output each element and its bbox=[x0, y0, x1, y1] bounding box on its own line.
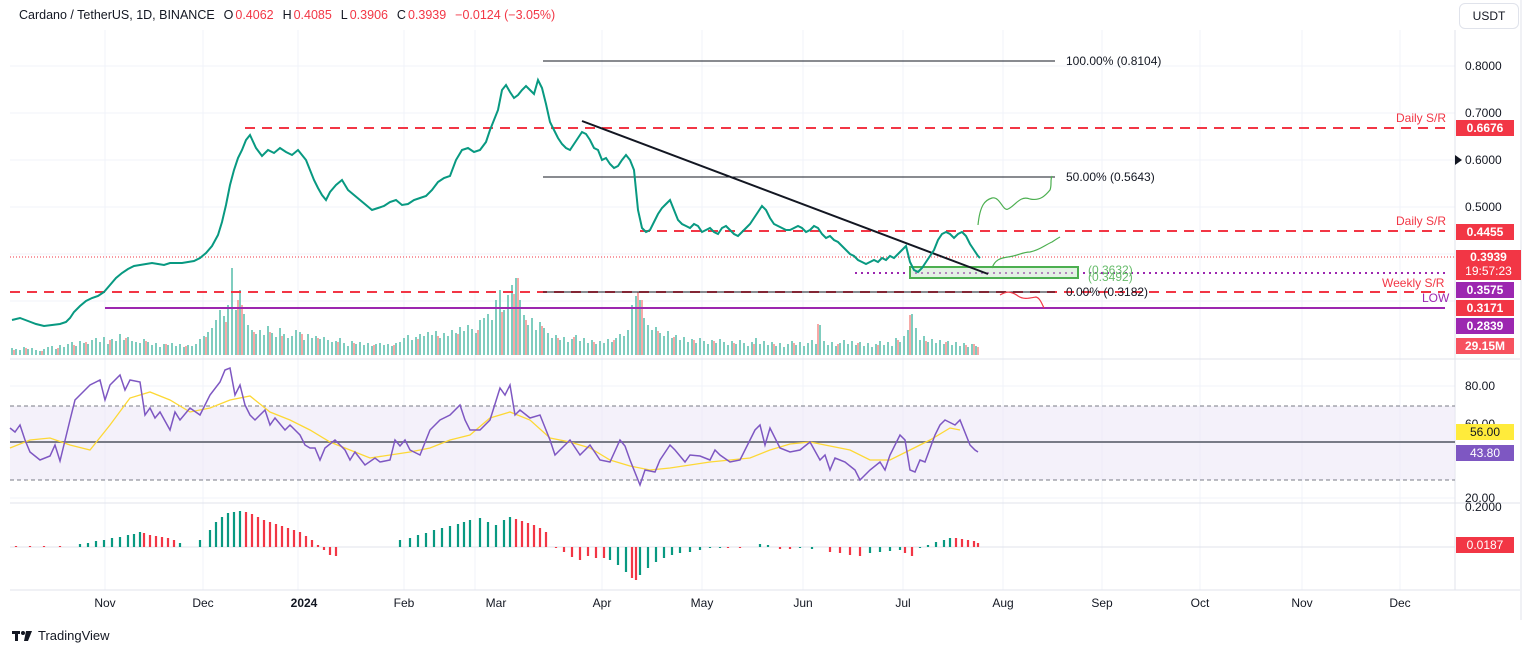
price-tick: 0.6000 bbox=[1465, 153, 1502, 167]
low-value: 0.3906 bbox=[349, 8, 388, 22]
ao-histogram-down bbox=[14, 512, 980, 580]
time-label: Apr bbox=[592, 596, 612, 610]
bullish-projection-2 bbox=[991, 236, 1061, 269]
rsi-tick: 20.00 bbox=[1465, 491, 1496, 505]
time-label: Sep bbox=[1091, 596, 1113, 610]
high-value: 0.4085 bbox=[293, 8, 332, 22]
fib-zero-badge: 0.3171 bbox=[1456, 300, 1514, 316]
zone-bottom-label: (0.3492) bbox=[1088, 270, 1133, 284]
tradingview-icon bbox=[12, 630, 32, 641]
ao-histogram-up bbox=[78, 511, 952, 575]
rsi-badge: 43.80 bbox=[1456, 445, 1514, 461]
time-label: Dec bbox=[1389, 596, 1411, 610]
trendline bbox=[581, 120, 989, 275]
time-label: Aug bbox=[992, 596, 1014, 610]
symbol-legend: Cardano / TetherUS, 1D, BINANCE O 0.4062 … bbox=[19, 8, 556, 22]
fib-0-label: 0.00% (0.3182) bbox=[1066, 285, 1149, 299]
rsi-ma-badge: 56.00 bbox=[1456, 424, 1514, 440]
close-value: 0.3939 bbox=[407, 8, 447, 22]
bullish-projection-1 bbox=[977, 175, 1053, 226]
time-label: Dec bbox=[192, 596, 214, 610]
zone-top-label: (0.3632) bbox=[1088, 263, 1133, 277]
time-label: May bbox=[690, 596, 714, 610]
time-label: Jun bbox=[793, 596, 813, 610]
weekly-sr-badge: 0.3575 bbox=[1456, 282, 1514, 298]
fib-50-label: 50.00% (0.5643) bbox=[1066, 170, 1155, 184]
price-tick: 0.8000 bbox=[1465, 59, 1502, 73]
ao-tick: 0.2000 bbox=[1465, 500, 1502, 514]
volume-badge: 29.15M bbox=[1456, 338, 1514, 354]
time-label: Oct bbox=[1190, 596, 1210, 610]
daily-sr-lower-badge: 0.4455 bbox=[1456, 224, 1514, 240]
time-label: Mar bbox=[485, 596, 507, 610]
rsi-tick: 80.00 bbox=[1465, 379, 1496, 393]
symbol-title[interactable]: Cardano / TetherUS, 1D, BINANCE bbox=[19, 8, 215, 22]
fib-100-label: 100.00% (0.8104) bbox=[1066, 54, 1162, 68]
daily-sr-upper-badge: 0.6676 bbox=[1456, 120, 1514, 136]
time-label: Feb bbox=[393, 596, 415, 610]
ao-badge: 0.0187 bbox=[1456, 537, 1514, 553]
time-label: Nov bbox=[94, 596, 116, 610]
tradingview-logo[interactable]: TradingView bbox=[12, 628, 110, 643]
demand-zone bbox=[909, 266, 1079, 279]
current-price-arrow-icon bbox=[1455, 155, 1462, 165]
weekly-sr-label: Weekly S/R bbox=[1382, 276, 1445, 290]
last-price-badge: 0.3939 19:57:23 bbox=[1456, 250, 1521, 280]
daily-sr-lower-label: Daily S/R bbox=[1396, 214, 1447, 228]
rsi-line bbox=[9, 366, 979, 488]
bearish-projection bbox=[999, 291, 1045, 309]
price-tick: 0.5000 bbox=[1465, 200, 1502, 214]
open-value: 0.4062 bbox=[235, 8, 274, 22]
time-label: Jul bbox=[895, 596, 911, 610]
low-label: LOW bbox=[1422, 291, 1450, 305]
price-tick: 0.7000 bbox=[1465, 106, 1502, 120]
low-badge: 0.2839 bbox=[1456, 318, 1514, 334]
currency-button[interactable]: USDT bbox=[1459, 3, 1519, 29]
price-candles bbox=[11, 77, 981, 328]
bar-countdown: 19:57:23 bbox=[1465, 264, 1512, 278]
volume-bars bbox=[11, 268, 979, 355]
time-label: Nov bbox=[1291, 596, 1313, 610]
daily-sr-upper-label: Daily S/R bbox=[1396, 111, 1447, 125]
change-value: −0.0124 (−3.05%) bbox=[455, 8, 556, 22]
time-label-year: 2024 bbox=[290, 596, 318, 610]
